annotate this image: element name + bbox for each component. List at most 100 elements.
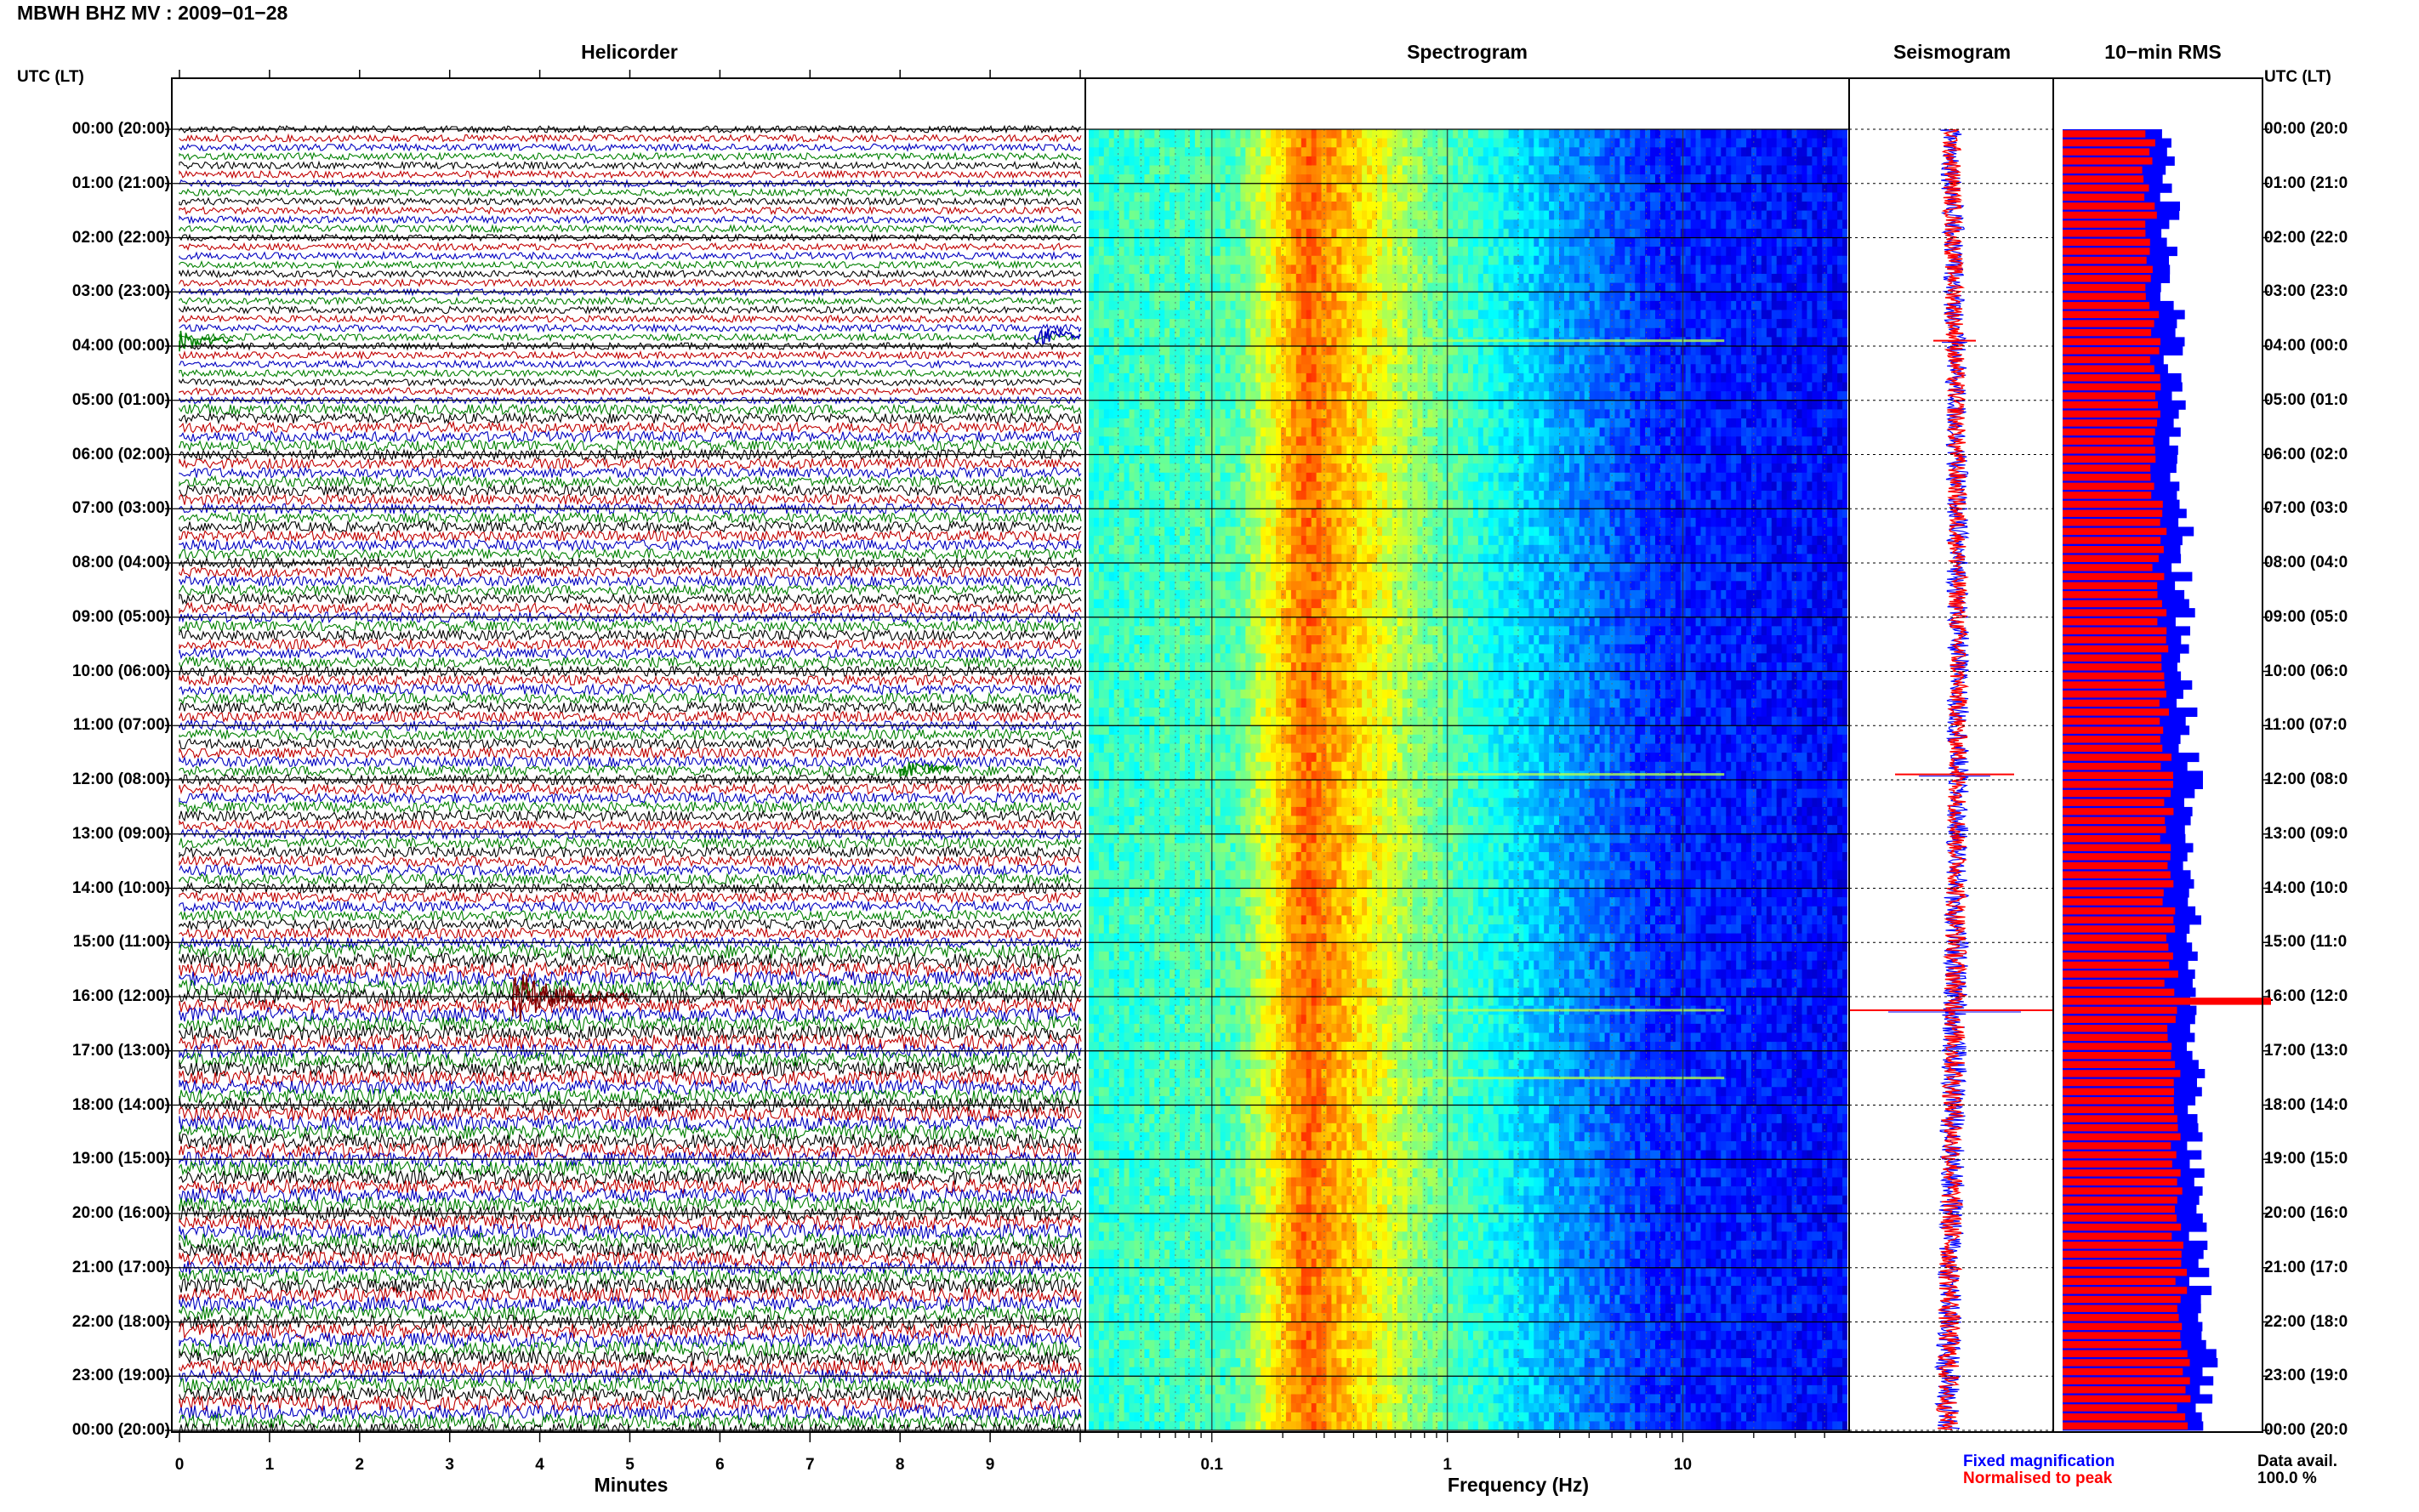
spectrogram-cell bbox=[1089, 1231, 1095, 1241]
spectrogram-cell bbox=[1135, 698, 1141, 708]
spectrogram-cell bbox=[1205, 1313, 1211, 1322]
spectrogram-cell bbox=[1185, 1322, 1191, 1332]
spectrogram-cell bbox=[1180, 1096, 1186, 1106]
spectrogram-cell bbox=[1094, 463, 1100, 473]
spectrogram-cell bbox=[1154, 563, 1160, 572]
spectrogram-cell bbox=[1159, 1196, 1165, 1205]
spectrogram-cell bbox=[1159, 590, 1165, 600]
spectrogram-cell bbox=[1240, 1141, 1246, 1151]
spectrogram-cell bbox=[1231, 780, 1237, 789]
spectrogram-cell bbox=[1240, 1024, 1246, 1033]
spectrogram-cell bbox=[1130, 301, 1136, 310]
spectrogram-cell bbox=[1130, 418, 1136, 428]
spectrogram-cell bbox=[1099, 373, 1105, 383]
spectrogram-cell bbox=[1144, 292, 1150, 301]
spectrogram-cell bbox=[1099, 238, 1105, 247]
spectrogram-cell bbox=[1200, 166, 1206, 175]
spectrogram-cell bbox=[1195, 843, 1201, 852]
spectrogram-cell bbox=[1200, 915, 1206, 924]
spectrogram-cell bbox=[1124, 554, 1130, 563]
spectrogram-cell bbox=[1200, 184, 1206, 193]
spectrogram-cell bbox=[1190, 1186, 1196, 1196]
spectrogram-cell bbox=[1226, 997, 1232, 1006]
spectrogram-cell bbox=[1094, 961, 1100, 970]
spectrogram-cell bbox=[1109, 617, 1115, 627]
spectrogram-cell bbox=[1099, 536, 1105, 545]
spectrogram-cell bbox=[1240, 545, 1246, 554]
spectrogram-cell bbox=[1180, 166, 1186, 175]
spectrogram-cell bbox=[1130, 1051, 1136, 1060]
spectrogram-cell bbox=[1226, 337, 1232, 346]
spectrogram-cell bbox=[1215, 1268, 1221, 1277]
spectrogram-cell bbox=[1164, 1395, 1170, 1404]
spectrogram-cell bbox=[1109, 843, 1115, 852]
spectrogram-cell bbox=[1104, 364, 1110, 373]
spectrogram-cell bbox=[1180, 708, 1186, 717]
spectrogram-cell bbox=[1154, 211, 1160, 220]
spectrogram-cell bbox=[1221, 690, 1227, 699]
spectrogram-cell bbox=[1159, 274, 1165, 283]
spectrogram-cell bbox=[1231, 1241, 1237, 1250]
spectrogram-cell bbox=[1140, 1151, 1146, 1160]
spectrogram-cell bbox=[1164, 735, 1170, 744]
spectrogram-cell bbox=[1119, 725, 1125, 735]
spectrogram-cell bbox=[1205, 455, 1211, 464]
spectrogram-cell bbox=[1094, 1313, 1100, 1322]
spectrogram-cell bbox=[1226, 328, 1232, 338]
spectrogram-cell bbox=[1231, 256, 1237, 265]
spectrogram-cell bbox=[1245, 907, 1251, 916]
spectrogram-cell bbox=[1240, 1168, 1246, 1178]
spectrogram-cell bbox=[1205, 418, 1211, 428]
spectrogram-cell bbox=[1109, 1096, 1115, 1106]
spectrogram-cell bbox=[1159, 897, 1165, 907]
spectrogram-cell bbox=[1240, 617, 1246, 627]
helicorder-trace bbox=[179, 1233, 1081, 1248]
spectrogram-cell bbox=[1231, 491, 1237, 500]
spectrogram-cell bbox=[1180, 1078, 1186, 1088]
spectrogram-cell bbox=[1231, 843, 1237, 852]
spectrogram-cell bbox=[1159, 1313, 1165, 1322]
spectrogram-cell bbox=[1221, 816, 1227, 826]
spectrogram-cell bbox=[1195, 563, 1201, 572]
spectrogram-cell bbox=[1210, 889, 1216, 898]
spectrogram-cell bbox=[1089, 247, 1095, 256]
spectrogram-cell bbox=[1226, 554, 1232, 563]
spectrogram-cell bbox=[1154, 843, 1160, 852]
spectrogram-cell bbox=[1170, 174, 1175, 184]
spectrogram-cell bbox=[1205, 247, 1211, 256]
spectrogram-cell bbox=[1114, 436, 1120, 446]
spectrogram-cell bbox=[1099, 672, 1105, 681]
spectrogram-cell bbox=[1236, 1051, 1242, 1060]
spectrogram-cell bbox=[1190, 1060, 1196, 1069]
spectrogram-cell bbox=[1124, 879, 1130, 889]
spectrogram-cell bbox=[1124, 1006, 1130, 1015]
spectrogram-cell bbox=[1215, 1096, 1221, 1106]
spectrogram-cell bbox=[1205, 229, 1211, 238]
spectrogram-cell bbox=[1089, 536, 1095, 545]
spectrogram-cell bbox=[1210, 292, 1216, 301]
spectrogram-cell bbox=[1226, 744, 1232, 753]
spectrogram-cell bbox=[1159, 446, 1165, 455]
spectrogram-cell bbox=[1170, 1196, 1175, 1205]
spectrogram-cell bbox=[1089, 1204, 1095, 1214]
spectrogram-cell bbox=[1124, 1204, 1130, 1214]
spectrogram-cell bbox=[1236, 600, 1242, 609]
spectrogram-cell bbox=[1221, 264, 1227, 274]
spectrogram-cell bbox=[1205, 219, 1211, 229]
spectrogram-cell bbox=[1175, 1151, 1181, 1160]
helicorder-trace bbox=[179, 162, 1081, 169]
spectrogram-cell bbox=[1144, 1259, 1150, 1268]
spectrogram-cell bbox=[1236, 861, 1242, 871]
spectrogram-cell bbox=[1135, 952, 1141, 961]
spectrogram-cell bbox=[1236, 789, 1242, 799]
spectrogram-cell bbox=[1109, 753, 1115, 762]
spectrogram-cell bbox=[1104, 1268, 1110, 1277]
spectrogram-cell bbox=[1149, 436, 1155, 446]
spectrogram-cell bbox=[1144, 653, 1150, 662]
spectrogram-cell bbox=[1210, 446, 1216, 455]
spectrogram-cell bbox=[1154, 264, 1160, 274]
spectrogram-cell bbox=[1114, 428, 1120, 437]
spectrogram-cell bbox=[1221, 770, 1227, 780]
spectrogram-cell bbox=[1094, 1421, 1100, 1430]
spectrogram-cell bbox=[1240, 1096, 1246, 1106]
